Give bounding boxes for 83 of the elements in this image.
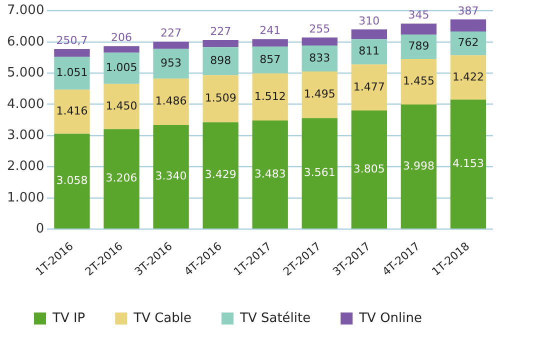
data-label: 3.206 [106,172,138,185]
bar [351,110,388,229]
bar [153,48,189,79]
data-label: 1.450 [106,99,138,112]
legend-label: TV Online [358,310,422,326]
bar [202,47,238,76]
data-label: 953 [160,56,182,70]
y-tick-label: 4.000 [7,96,44,112]
data-label: 206 [111,31,132,44]
data-label: 345 [408,8,430,22]
bar [351,39,388,64]
y-tick-label: 1.000 [7,190,44,206]
bar [153,78,189,125]
legend-label: TV Cable [132,310,192,326]
bar [252,39,288,47]
bar [202,40,238,48]
bar [54,90,90,134]
y-tick-label: 7.000 [7,3,44,18]
data-label: 1.455 [402,74,434,88]
data-label: 310 [358,14,380,28]
data-label: 4.153 [452,156,484,170]
bar [450,31,486,56]
data-label: 3.483 [254,167,286,180]
data-label: 3.340 [155,170,187,183]
bar [450,55,486,100]
bar [54,134,90,229]
bar [252,46,288,74]
data-label: 250,7 [56,34,88,47]
bar [252,120,288,229]
data-label: 227 [160,26,182,40]
y-tick-label: 2.000 [7,159,44,174]
legend-label: TV Satélite [239,310,311,326]
data-label: 227 [210,24,232,38]
data-label: 1.416 [56,104,88,118]
data-label: 1.477 [353,80,385,94]
data-label: 898 [210,54,232,67]
data-label: 3.058 [56,174,88,188]
bar [302,38,338,46]
bar [202,122,238,229]
y-tick-label: 3.000 [7,128,44,143]
data-label: 3.561 [304,166,336,180]
data-label: 833 [309,51,330,64]
data-label: 3.805 [353,162,385,176]
y-tick-label: 6.000 [7,34,44,50]
data-label: 3.998 [402,159,434,172]
bar [302,118,338,229]
bar [400,59,437,104]
data-label: 857 [260,52,281,66]
data-label: 762 [458,36,479,50]
data-label: 1.495 [304,88,336,101]
data-label: 811 [358,44,380,58]
data-label: 789 [408,40,430,53]
data-label: 387 [458,4,479,18]
bar [104,129,140,229]
bar [104,84,140,130]
bar [351,29,388,40]
bar [54,56,90,90]
data-label: 1.051 [56,66,88,80]
bar [400,104,437,229]
data-label: 1.005 [106,61,138,74]
bar [351,64,388,110]
bar [104,52,140,84]
bar [104,46,140,53]
bar [450,100,486,229]
bar [400,24,437,34]
bar [252,73,288,121]
bar [450,19,486,32]
bar [153,124,189,229]
bar [54,48,90,57]
y-tick-label: 5.000 [7,66,44,81]
data-label: 241 [260,24,281,37]
y-tick-label: 0 [36,222,44,237]
legend-label: TV IP [52,310,86,326]
data-label: 1.512 [254,90,286,103]
bar [153,42,189,49]
data-label: 3.429 [204,168,236,182]
data-label: 1.422 [452,70,484,84]
bar [302,45,338,72]
data-label: 255 [309,22,330,36]
data-label: 1.486 [155,94,187,108]
data-label: 1.509 [204,92,236,105]
bar [202,75,238,122]
bar [302,71,338,118]
